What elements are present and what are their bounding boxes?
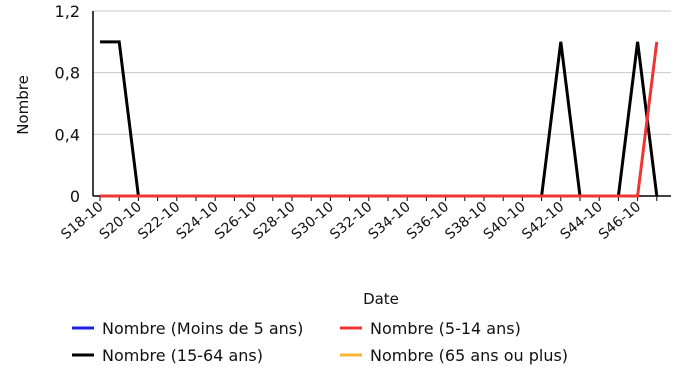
x-tick-label: S20-10	[97, 199, 145, 243]
axes	[92, 11, 671, 201]
x-tick-labels: S18-10S20-10S22-10S24-10S26-10S28-10S30-…	[58, 199, 644, 243]
x-tick-label: S30-10	[289, 199, 337, 243]
x-tick-label: S28-10	[250, 199, 298, 243]
legend-label: Nombre (65 ans ou plus)	[370, 346, 568, 365]
legend-label: Nombre (Moins de 5 ans)	[102, 319, 303, 338]
x-tick-label: S36-10	[404, 199, 452, 243]
x-tick-label: S22-10	[135, 199, 183, 243]
x-tick-label: S38-10	[442, 199, 490, 243]
y-tick-label: 0,4	[55, 125, 80, 144]
series-line	[100, 40, 659, 198]
series-line	[100, 41, 659, 198]
x-tick-label: S24-10	[174, 199, 222, 243]
x-tick-label: S18-10	[58, 199, 106, 243]
x-axis-label: Date	[363, 290, 399, 308]
y-tick-label: 0	[70, 187, 80, 206]
y-tick-label: 1,2	[55, 2, 80, 21]
x-tick-label: S40-10	[481, 199, 529, 243]
gridlines	[93, 10, 671, 135]
x-tick-label: S46-10	[596, 199, 644, 243]
y-tick-label: 0,8	[55, 64, 80, 83]
x-tick-label: S26-10	[212, 199, 260, 243]
x-tick-label: S34-10	[366, 199, 414, 243]
legend-label: Nombre (15-64 ans)	[102, 346, 263, 365]
y-tick-labels: 0 0,4 0,8 1,2	[55, 2, 80, 206]
y-axis-label: Nombre	[14, 75, 32, 135]
legend: Nombre (Moins de 5 ans) Nombre (5-14 ans)…	[72, 319, 568, 365]
x-tick-label: S44-10	[558, 199, 606, 243]
x-tick-label: S32-10	[327, 199, 375, 243]
legend-label: Nombre (5-14 ans)	[370, 319, 521, 338]
x-tick-label: S42-10	[519, 199, 567, 243]
series-lines	[100, 40, 659, 198]
